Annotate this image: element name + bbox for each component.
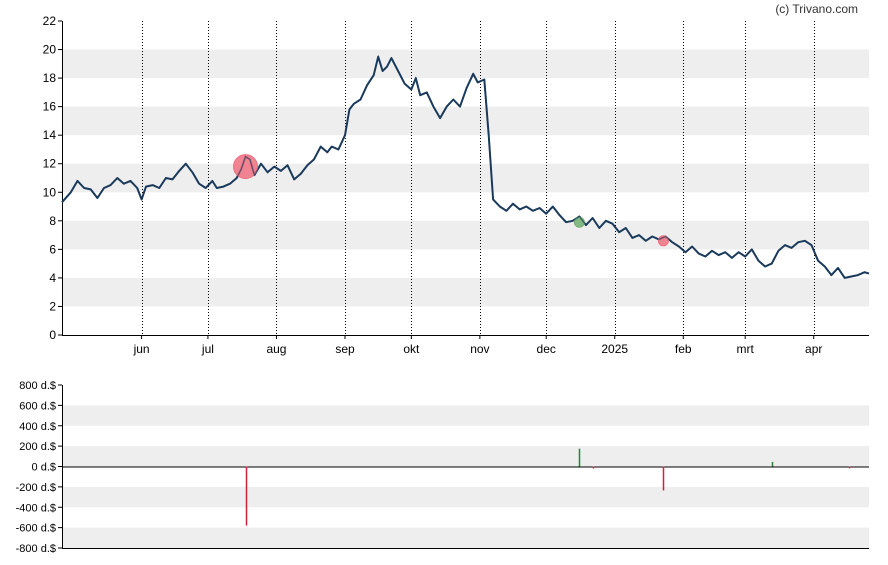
- price-x-tick-label: jul: [201, 342, 214, 356]
- watermark: (c) Trivano.com: [775, 2, 858, 16]
- price-y-tick-label: 8: [49, 214, 56, 228]
- volume-y-tick-label: 800 d.$: [19, 380, 56, 392]
- price-x-tick-label: okt: [403, 342, 420, 356]
- price-y-tick-label: 4: [49, 271, 56, 285]
- price-x-tick-label: nov: [470, 342, 489, 356]
- price-x-tick-label: 2025: [601, 342, 628, 356]
- price-y-tick-label: 0: [49, 328, 56, 342]
- price-y-tick-label: 10: [43, 185, 57, 199]
- price-y-tick-label: 2: [49, 299, 56, 313]
- price-y-tick-label: 12: [43, 157, 57, 171]
- price-y-tick-label: 6: [49, 242, 56, 256]
- volume-y-tick-label: -200 d.$: [16, 482, 56, 494]
- volume-y-tick-label: 200 d.$: [19, 441, 56, 453]
- volume-y-tick-label: -800 d.$: [16, 543, 56, 555]
- price-x-tick-label: aug: [266, 342, 286, 356]
- volume-y-tick-label: 600 d.$: [19, 400, 56, 412]
- price-y-tick-label: 16: [43, 100, 57, 114]
- price-x-tick-label: feb: [675, 342, 692, 356]
- volume-y-tick-label: -600 d.$: [16, 523, 56, 535]
- volume-grid-band: [62, 527, 869, 548]
- volume-grid-band: [62, 446, 869, 467]
- price-y-tick-label: 14: [43, 128, 57, 142]
- price-grid-band: [62, 277, 869, 307]
- price-x-tick-label: dec: [537, 342, 556, 356]
- price-y-tick-label: 22: [43, 14, 57, 28]
- price-x-tick-label: mrt: [737, 342, 755, 356]
- price-grid-band: [62, 220, 869, 250]
- price-series-line-overlay: [61, 54, 870, 279]
- volume-chart: 800 d.$ 600 d.$ 400 d.$ 200 d.$ 0 d.$ -200 d.…: [16, 380, 869, 555]
- volume-grid-band: [62, 405, 869, 426]
- volume-y-tick-label: -400 d.$: [16, 502, 56, 514]
- price-x-tick-label: jun: [133, 342, 150, 356]
- price-grid-band: [62, 106, 869, 136]
- price-grid-band: [62, 49, 869, 79]
- volume-y-tick-label: 0 d.$: [32, 462, 56, 474]
- volume-grid-band: [62, 486, 869, 508]
- price-x-tick-label: apr: [805, 342, 822, 356]
- price-y-tick-label: 18: [43, 71, 57, 85]
- price-chart: 0 2 4 6 8 10 12 14 16 18 20 22 jun jul aug sep okt nov dec…: [43, 14, 870, 356]
- price-y-tick-label: 20: [43, 43, 57, 57]
- price-x-tick-label: sep: [335, 342, 355, 356]
- volume-y-tick-label: 400 d.$: [19, 421, 56, 433]
